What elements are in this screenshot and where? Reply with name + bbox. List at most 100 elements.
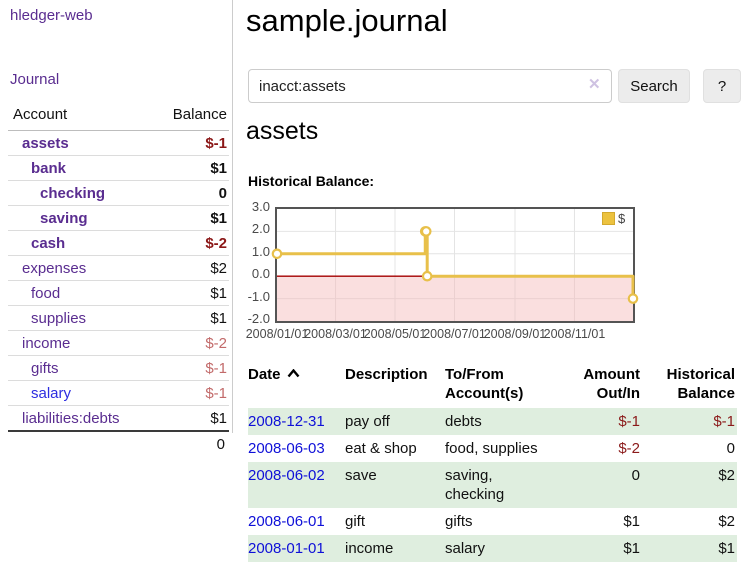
register-table-body: 2008-12-31 pay off debts $-1 $-1 2008-06-03 ea… — [248, 408, 737, 562]
clear-search-icon[interactable]: ✕ — [588, 76, 601, 93]
account-balance: $-1 — [205, 134, 227, 152]
x-tick-label: 2008/07/01 — [423, 327, 486, 341]
transaction-date-cell: 2008-06-01 — [248, 508, 345, 535]
account-row: bank $1 — [8, 155, 229, 180]
transaction-amount: 0 — [631, 467, 640, 484]
account-link-saving[interactable]: saving — [40, 209, 88, 227]
account-row: cash $-2 — [8, 230, 229, 255]
account-balance: $-2 — [205, 334, 227, 352]
account-link-bank[interactable]: bank — [31, 159, 67, 177]
account-balance: $1 — [210, 209, 227, 227]
accounts-table: Account Balance assets $-1 bank $1 checking 0… — [8, 104, 229, 456]
register-row: 2008-06-03 eat & shop food, supplies $-2 0 — [248, 435, 737, 462]
transaction-amount: $1 — [623, 540, 640, 557]
transaction-date-link[interactable]: 2008-01-01 — [248, 540, 325, 557]
register-header-date[interactable]: Date — [248, 362, 345, 408]
transaction-accounts: gifts — [445, 513, 473, 530]
y-tick-label: -1.0 — [247, 288, 270, 304]
transaction-description: eat & shop — [345, 440, 417, 457]
account-link-income[interactable]: income — [22, 334, 71, 352]
account-link-salary[interactable]: salary — [31, 384, 72, 402]
account-balance: 0 — [218, 184, 227, 202]
account-row: liabilities:debts $1 — [8, 405, 229, 430]
register-header-row: Date Description To/From Account(s) Amou… — [248, 362, 737, 408]
accounts-total-value: 0 — [216, 435, 225, 453]
transaction-date-cell: 2008-12-31 — [248, 408, 345, 435]
account-link-gifts[interactable]: gifts — [31, 359, 59, 377]
transaction-accounts: saving, checking — [445, 467, 505, 503]
legend-swatch-icon — [602, 212, 615, 225]
search-input[interactable] — [248, 69, 612, 103]
account-row: income $-2 — [8, 330, 229, 355]
account-row: gifts $-1 — [8, 355, 229, 380]
historical-balance-label: Historical Balance: — [248, 173, 375, 189]
y-tick-label: 3.0 — [251, 199, 270, 214]
x-tick-label: 2008/01/01 — [245, 327, 309, 341]
transaction-balance: $2 — [718, 513, 735, 530]
transaction-date-link[interactable]: 2008-12-31 — [248, 413, 325, 430]
account-row: expenses $2 — [8, 255, 229, 280]
transaction-date-link[interactable]: 2008-06-01 — [248, 513, 325, 530]
search-button[interactable]: Search — [618, 69, 690, 103]
accounts-table-header: Account Balance — [8, 104, 229, 130]
transaction-description: gift — [345, 513, 366, 530]
sort-ascending-icon — [287, 368, 299, 378]
y-tick-label: 2.0 — [251, 221, 270, 237]
legend-label: $ — [618, 211, 626, 226]
register-row: 2008-12-31 pay off debts $-1 $-1 — [248, 408, 737, 435]
x-tick-label: 2008/05/01 — [363, 327, 427, 341]
account-row: supplies $1 — [8, 305, 229, 330]
account-link-food[interactable]: food — [31, 284, 61, 302]
transaction-date-cell: 2008-06-03 — [248, 435, 345, 462]
register-header-amount: Amount Out/In — [583, 366, 640, 402]
app-brand-link[interactable]: hledger-web — [10, 7, 93, 24]
account-link-supplies[interactable]: supplies — [31, 309, 87, 327]
accounts-header-balance: Balance — [172, 106, 227, 123]
account-link-expenses[interactable]: expenses — [22, 259, 87, 277]
account-heading: assets — [246, 117, 319, 145]
account-link-liabilities-debts[interactable]: liabilities:debts — [22, 409, 120, 427]
account-row: food $1 — [8, 280, 229, 305]
account-row: saving $1 — [8, 205, 229, 230]
transaction-accounts: salary — [445, 540, 486, 557]
register-header-balance: Historical Balance — [666, 366, 735, 402]
transaction-description: income — [345, 540, 394, 557]
transaction-accounts: food, supplies — [445, 440, 538, 457]
y-tick-label: 1.0 — [251, 243, 270, 259]
transaction-accounts: debts — [445, 413, 482, 430]
account-link-checking[interactable]: checking — [40, 184, 106, 202]
account-balance: $1 — [210, 284, 227, 302]
sidebar-divider — [232, 0, 233, 433]
register-row: 2008-06-01 gift gifts $1 $2 — [248, 508, 737, 535]
account-link-cash[interactable]: cash — [31, 234, 66, 252]
transaction-amount: $-1 — [618, 413, 640, 430]
transaction-balance: 0 — [726, 440, 735, 457]
help-button[interactable]: ? — [703, 69, 741, 103]
register-header-date-label: Date — [248, 366, 281, 383]
transaction-amount: $1 — [623, 513, 640, 530]
register-header-accounts: To/From Account(s) — [445, 366, 524, 402]
account-balance: $1 — [210, 409, 227, 427]
y-tick-label: 0.0 — [251, 266, 270, 282]
transaction-description: pay off — [345, 413, 390, 430]
account-row: salary $-1 — [8, 380, 229, 405]
transaction-balance: $-1 — [713, 413, 735, 430]
transaction-description: save — [345, 467, 377, 484]
account-row: checking 0 — [8, 180, 229, 205]
account-balance: $1 — [210, 309, 227, 327]
nav-journal-link[interactable]: Journal — [10, 71, 60, 88]
accounts-total-row: 0 — [8, 430, 229, 456]
account-balance: $-1 — [205, 359, 227, 377]
transaction-date-cell: 2008-06-02 — [248, 462, 345, 508]
account-balance: $-1 — [205, 384, 227, 402]
transaction-date-link[interactable]: 2008-06-03 — [248, 440, 325, 457]
transaction-date-link[interactable]: 2008-06-02 — [248, 467, 325, 484]
x-tick-label: 2008/11/01 — [543, 327, 606, 341]
register-row: 2008-01-01 income salary $1 $1 — [248, 535, 737, 562]
transaction-balance: $1 — [718, 540, 735, 557]
chart-legend: $ — [602, 211, 625, 226]
accounts-header-account: Account — [13, 106, 68, 123]
transaction-balance: $2 — [718, 467, 735, 484]
account-link-assets[interactable]: assets — [22, 134, 69, 152]
transaction-date-cell: 2008-01-01 — [248, 535, 345, 562]
